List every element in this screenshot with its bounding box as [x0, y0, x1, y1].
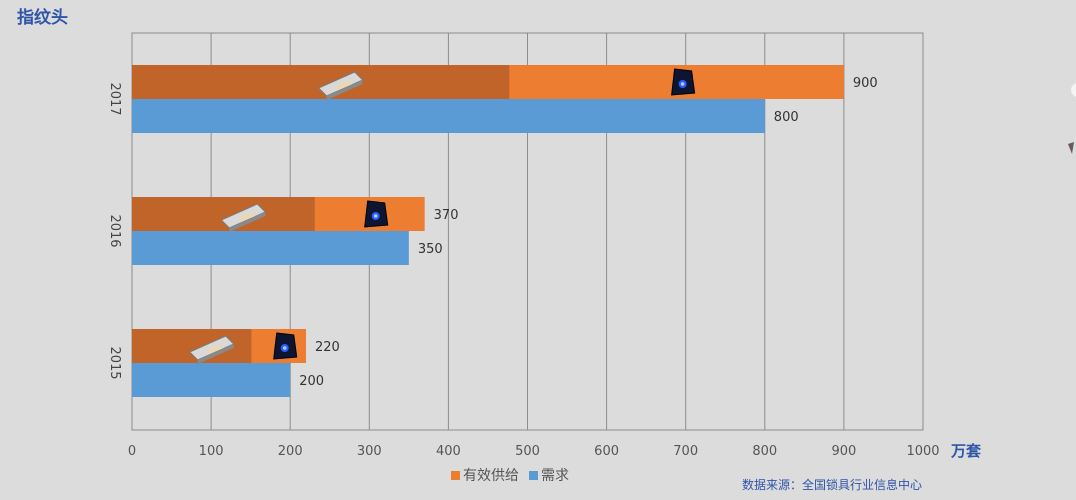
- x-tick-label: 1000: [906, 444, 939, 459]
- legend-swatch-demand: [529, 470, 538, 480]
- data-label-demand: 200: [299, 374, 324, 389]
- legend-label-demand: 需求: [541, 468, 569, 484]
- legend-swatch-supply: [451, 470, 460, 480]
- fingerprint-sensor-icon: [364, 200, 389, 228]
- x-tick-label: 0: [128, 444, 136, 459]
- fingerprint-sensor-icon: [671, 68, 696, 96]
- bar-supply-dark-segment-2017: [132, 65, 510, 99]
- legend-item-supply: 有效供给: [451, 465, 519, 485]
- page-title: 指纹头: [17, 8, 68, 28]
- bar-demand-2016: [132, 231, 409, 265]
- edge-decoration-top: [1071, 83, 1076, 97]
- fingerprint-module-icon: [317, 71, 364, 100]
- fingerprint-sensor-icon: [273, 332, 298, 360]
- data-label-demand: 350: [418, 242, 443, 257]
- x-tick-label: 400: [436, 444, 461, 459]
- bar-demand-2017: [132, 99, 765, 133]
- x-tick-label: 700: [673, 444, 698, 459]
- data-label-demand: 800: [774, 110, 799, 125]
- legend-item-demand: 需求: [529, 465, 569, 485]
- x-tick-label: 200: [278, 444, 303, 459]
- x-tick-label: 600: [594, 444, 619, 459]
- edge-decoration-bottom: [1068, 142, 1074, 154]
- y-category-label: 2016: [107, 214, 122, 247]
- chart-legend: 有效供给 需求: [451, 465, 579, 485]
- legend-label-supply: 有效供给: [463, 468, 519, 484]
- data-label-supply: 370: [434, 208, 459, 223]
- x-tick-label: 300: [357, 444, 382, 459]
- x-tick-label: 800: [752, 444, 777, 459]
- fingerprint-module-icon: [220, 203, 267, 232]
- bar-demand-2015: [132, 363, 291, 397]
- y-category-label: 2015: [107, 346, 122, 379]
- y-category-label: 2017: [107, 82, 122, 115]
- data-label-supply: 220: [315, 340, 340, 355]
- x-axis-unit-label: 万套: [951, 442, 982, 460]
- x-tick-label: 500: [515, 444, 540, 459]
- bar-supply-dark-segment-2016: [132, 197, 315, 231]
- fingerprint-module-icon: [188, 335, 235, 364]
- x-tick-label: 900: [831, 444, 856, 459]
- source-note: 数据来源：全国锁具行业信息中心: [742, 478, 923, 492]
- data-label-supply: 900: [853, 76, 878, 91]
- x-tick-label: 100: [199, 444, 224, 459]
